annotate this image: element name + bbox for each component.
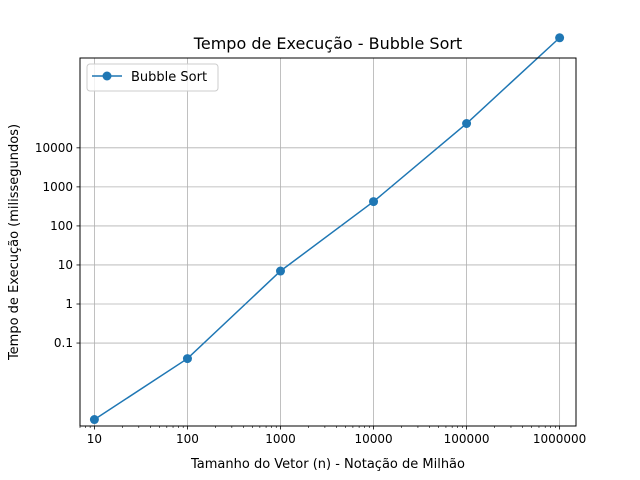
- series-layer: [89, 33, 565, 425]
- legend: Bubble Sort: [86, 63, 219, 92]
- ticks: 10 100 1000 10000 100000 1000000 0.1 1 10 100 1000…: [35, 141, 587, 446]
- series-line: [93, 37, 561, 421]
- grid: [80, 58, 576, 426]
- x-tick-label: 10: [87, 432, 102, 446]
- y-tick-label: 0.1: [54, 336, 73, 350]
- data-point: [182, 354, 192, 364]
- chart-title: Tempo de Execução - Bubble Sort: [193, 34, 462, 53]
- x-axis-label: Tamanho do Vetor (n) - Notação de Milhão: [190, 457, 465, 472]
- x-tick-label: 1000: [265, 432, 296, 446]
- y-tick-label: 1: [65, 297, 73, 311]
- data-point: [369, 197, 379, 207]
- data-point: [462, 119, 472, 128]
- y-tick-label: 10000: [35, 141, 73, 155]
- y-tick-label: 10: [58, 258, 73, 272]
- legend-box: [86, 63, 219, 92]
- y-axis-label: Tempo de Execução (milissegundos): [7, 124, 22, 361]
- x-tick-label: 100000: [444, 432, 490, 446]
- x-tick-label: 1000000: [533, 432, 586, 446]
- x-tick-label: 100: [176, 432, 199, 446]
- data-point: [555, 33, 565, 43]
- plot-frame: [79, 57, 577, 427]
- y-tick-label: 1000: [42, 180, 73, 194]
- data-point: [275, 266, 285, 276]
- y-tick-label: 100: [50, 219, 73, 233]
- legend-marker: [102, 71, 112, 81]
- data-point: [89, 415, 99, 425]
- x-tick-label: 10000: [354, 432, 392, 446]
- legend-label: Bubble Sort: [131, 70, 207, 85]
